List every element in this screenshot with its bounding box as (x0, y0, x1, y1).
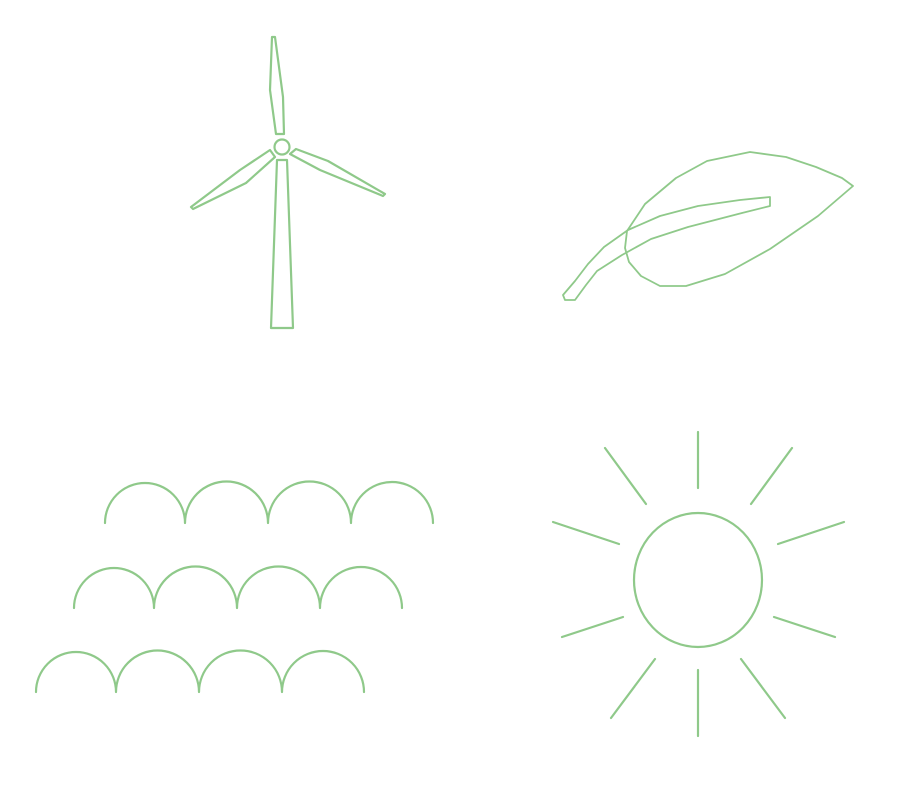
sun-ray-left-lower (560, 615, 625, 639)
sun-ray-top-right (749, 446, 794, 506)
wave-row-3 (34, 649, 366, 694)
leaf-outline (624, 151, 854, 287)
turbine-tower (269, 158, 295, 330)
turbine-blade-right (288, 147, 387, 198)
wave-row-1 (103, 480, 435, 525)
sun-ray-right-upper (776, 520, 846, 546)
turbine-blade-top (268, 35, 286, 136)
sun-disc (632, 511, 764, 649)
turbine-blade-left (189, 148, 277, 211)
leaf-stem (562, 196, 771, 301)
sun-ray-top-left (603, 446, 648, 506)
sun-ray-bottom-right (739, 657, 787, 720)
sun-ray-left-upper (551, 520, 621, 546)
wave-row-2 (72, 565, 404, 610)
turbine-hub (273, 138, 291, 156)
sun-ray-right-lower (772, 615, 837, 639)
sun-ray-bottom-left (609, 657, 657, 720)
